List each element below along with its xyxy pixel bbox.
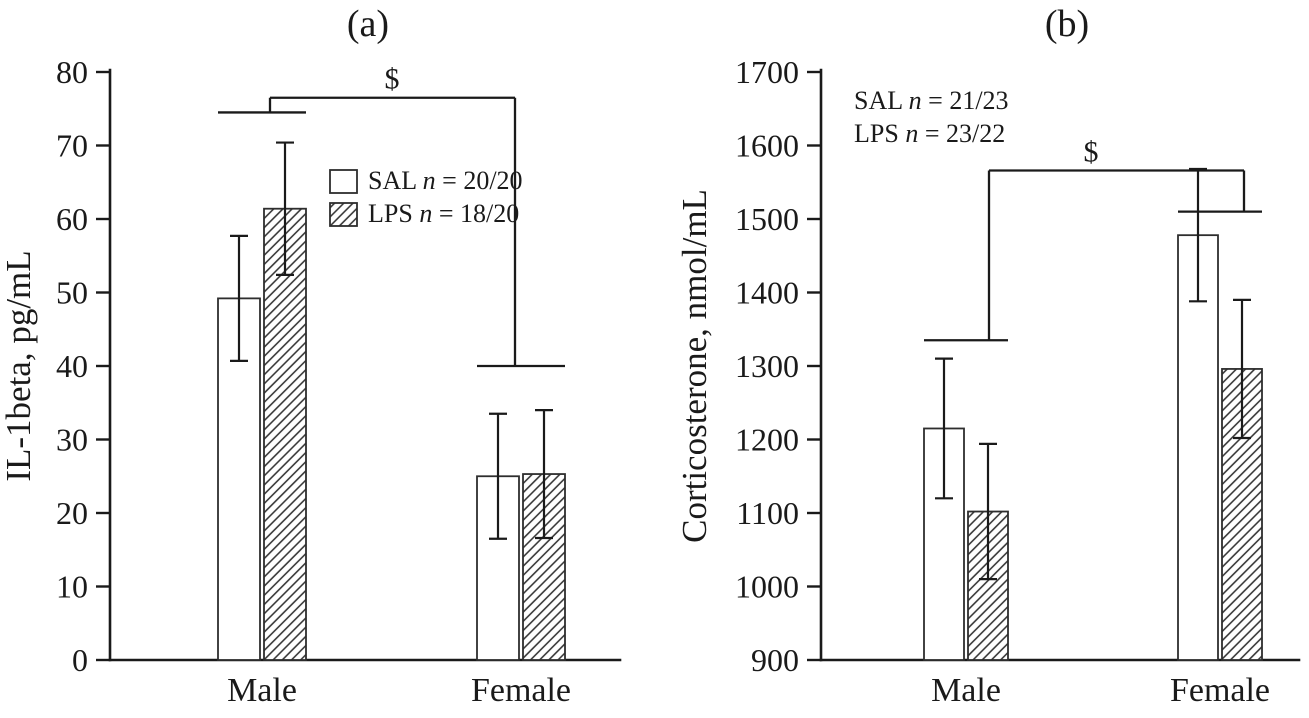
y-tick-label: 60 (56, 201, 88, 237)
legend-label-lps: LPS n = 23/22 (854, 119, 1005, 148)
y-tick-label: 10 (56, 569, 88, 605)
bar-sal-female (1177, 234, 1219, 661)
legend-swatch-lps (329, 202, 358, 227)
category-label: Female (1170, 672, 1270, 709)
y-tick-label: 1400 (735, 275, 799, 311)
y-tick-label: 1700 (735, 54, 799, 90)
category-label: Male (931, 672, 1001, 709)
y-tick-label: 70 (56, 128, 88, 164)
y-tick-label: 900 (751, 642, 799, 678)
y-tick-label: 1600 (735, 128, 799, 164)
legend-label-sal: SAL n = 20/20 (368, 166, 523, 195)
y-tick-label: 30 (56, 422, 88, 458)
y-axis-title: Corticosterone, nmol/mL (675, 189, 714, 543)
y-axis-title: IL-1beta, pg/mL (0, 250, 38, 481)
y-tick-label: 1300 (735, 348, 799, 384)
category-label: Male (227, 672, 297, 709)
panel-title: (b) (1045, 3, 1089, 45)
legend-label-lps: LPS n = 18/20 (368, 199, 519, 228)
y-tick-label: 1200 (735, 422, 799, 458)
bar-sal-female (476, 475, 520, 661)
y-tick-label: 1100 (736, 495, 799, 531)
sig-label: $ (385, 63, 400, 96)
y-tick-label: 0 (72, 642, 88, 678)
y-tick-label: 1000 (735, 569, 799, 605)
y-tick-label: 1500 (735, 201, 799, 237)
sig-label: $ (1084, 135, 1099, 168)
y-tick-label: 20 (56, 495, 88, 531)
chart-panel-a: (a) 0 10 20 30 40 50 60 70 80 IL-1beta, pg/mL Male F… (0, 3, 622, 709)
chart-panel-b: (b) 900 1000 1100 1200 1300 1400 1500 1600 1700 Co… (675, 3, 1301, 709)
y-tick-label: 50 (56, 275, 88, 311)
bar-sal-male (923, 427, 965, 661)
legend-swatch-sal (329, 169, 358, 194)
category-label: Female (471, 672, 571, 709)
panel-title: (a) (347, 3, 389, 45)
y-tick-label: 40 (56, 348, 88, 384)
bar-lps-male (263, 207, 307, 661)
legend-label-sal: SAL n = 21/23 (854, 86, 1009, 115)
y-tick-label: 80 (56, 54, 88, 90)
